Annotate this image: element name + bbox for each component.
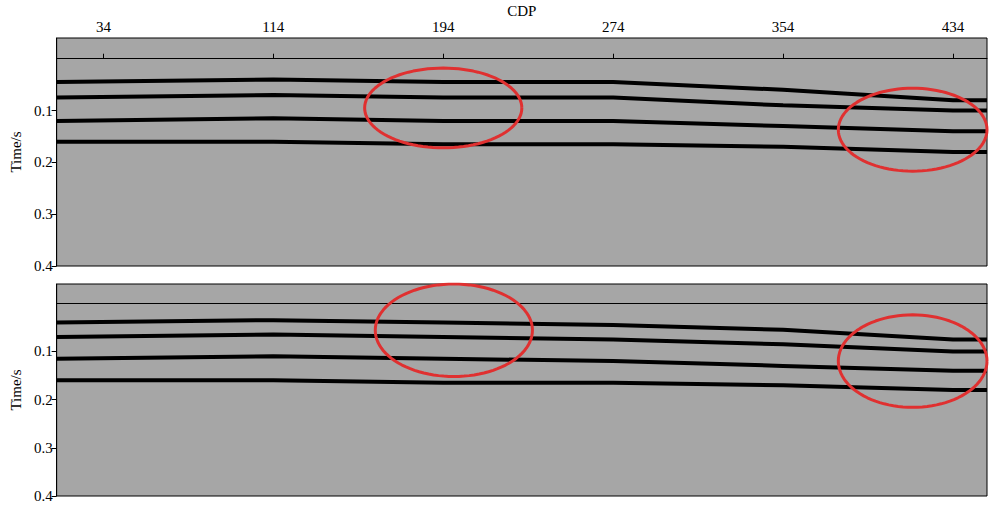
svg-text:CDP: CDP	[507, 3, 536, 19]
svg-text:0.1: 0.1	[34, 343, 53, 359]
svg-text:Time/s: Time/s	[8, 131, 24, 172]
svg-text:0.2: 0.2	[34, 154, 53, 170]
svg-text:0.3: 0.3	[34, 206, 53, 222]
svg-text:0.3: 0.3	[34, 440, 53, 456]
svg-text:34: 34	[96, 19, 112, 35]
svg-text:434: 434	[942, 19, 965, 35]
svg-text:Time/s: Time/s	[8, 369, 24, 410]
svg-text:0.4: 0.4	[34, 258, 53, 274]
svg-text:114: 114	[262, 19, 284, 35]
svg-text:194: 194	[432, 19, 455, 35]
svg-text:274: 274	[602, 19, 625, 35]
svg-text:354: 354	[772, 19, 795, 35]
svg-text:0.4: 0.4	[34, 488, 53, 504]
svg-text:0.1: 0.1	[34, 103, 53, 119]
svg-text:0.2: 0.2	[34, 392, 53, 408]
